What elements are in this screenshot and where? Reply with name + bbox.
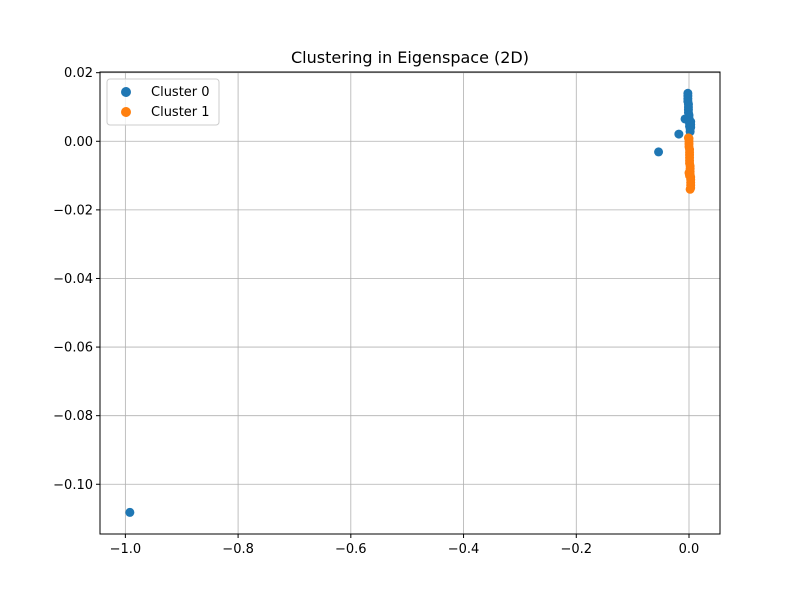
- x-tick-label: −0.4: [448, 542, 480, 557]
- y-tick-label: 0.00: [64, 135, 93, 150]
- y-tick-label: −0.08: [53, 409, 93, 424]
- data-point-cluster-0: [654, 147, 664, 157]
- y-axis: 0.02 0.00 −0.02 −0.04 −0.06 −0.08 −0.10: [53, 66, 100, 493]
- x-tick-label: −1.0: [110, 542, 142, 557]
- data-point-cluster-0: [125, 507, 135, 517]
- data-point-cluster-1: [685, 184, 695, 194]
- legend-marker-cluster-0: [121, 87, 131, 97]
- grid-lines: [100, 72, 720, 534]
- x-tick-label: 0.0: [679, 542, 700, 557]
- data-points: [125, 88, 696, 517]
- y-tick-label: −0.04: [53, 272, 93, 287]
- x-tick-label: −0.8: [222, 542, 254, 557]
- y-tick-label: −0.02: [53, 203, 93, 218]
- legend-label-cluster-1: Cluster 1: [151, 105, 210, 120]
- y-tick-label: 0.02: [64, 66, 93, 81]
- x-tick-label: −0.6: [335, 542, 367, 557]
- y-tick-label: −0.06: [53, 341, 93, 356]
- data-point-cluster-0: [674, 129, 684, 139]
- data-point-cluster-1: [685, 171, 695, 181]
- data-point-cluster-0: [686, 122, 696, 132]
- y-tick-label: −0.10: [53, 478, 93, 493]
- legend-box: [106, 78, 220, 126]
- x-tick-label: −0.2: [560, 542, 592, 557]
- chart-title: Clustering in Eigenspace (2D): [291, 48, 529, 67]
- x-axis: −1.0 −0.8 −0.6 −0.4 −0.2 0.0: [110, 534, 700, 557]
- legend-marker-cluster-1: [121, 107, 131, 117]
- plot-frame: [99, 71, 721, 535]
- legend-label-cluster-0: Cluster 0: [151, 85, 210, 100]
- legend: Cluster 0 Cluster 1: [106, 78, 220, 126]
